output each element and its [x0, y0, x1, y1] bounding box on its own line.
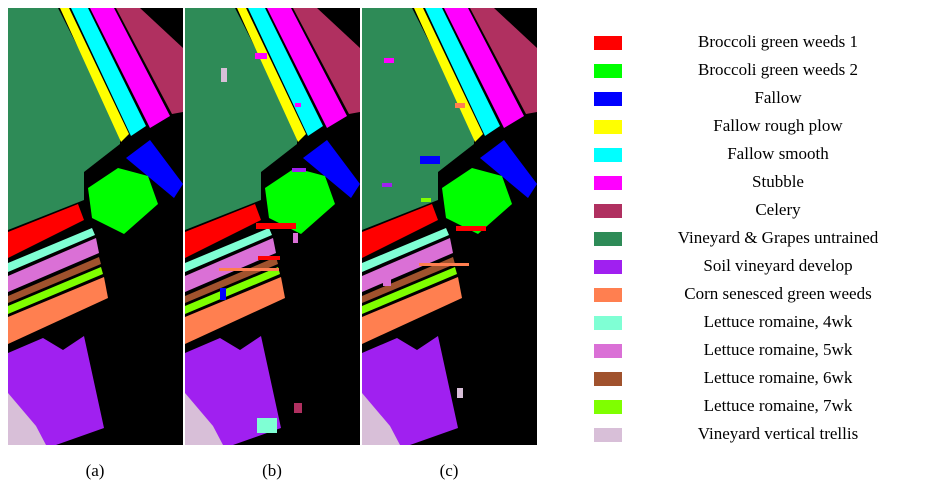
misclassified-pixels [420, 156, 440, 164]
misclassified-pixels [258, 256, 280, 260]
misclassified-pixels [383, 278, 391, 286]
panel-caption: (a) [86, 461, 105, 480]
legend-label: Lettuce romaine, 6wk [704, 368, 853, 387]
legend-swatch [594, 400, 622, 414]
legend-label: Celery [755, 200, 801, 219]
classification-map [362, 8, 537, 445]
legend-swatch [594, 288, 622, 302]
legend-swatch [594, 204, 622, 218]
legend-label: Stubble [752, 172, 804, 191]
misclassified-pixels [382, 183, 392, 187]
legend-swatch [594, 428, 622, 442]
legend-label: Corn senesced green weeds [684, 284, 871, 303]
legend-swatch [594, 232, 622, 246]
legend-swatch [594, 176, 622, 190]
misclassified-pixels [384, 58, 394, 63]
misclassified-pixels [419, 263, 469, 266]
misclassified-pixels [220, 288, 226, 300]
legend-label: Vineyard vertical trellis [698, 424, 858, 443]
misclassified-pixels [294, 403, 302, 413]
misclassified-pixels [219, 268, 279, 271]
misclassified-pixels [221, 68, 227, 82]
legend-label: Lettuce romaine, 7wk [704, 396, 853, 415]
panel-caption: (c) [440, 461, 459, 480]
legend-label: Broccoli green weeds 1 [698, 32, 858, 51]
classification-map [8, 8, 183, 445]
misclassified-pixels [218, 43, 226, 63]
legend-swatch [594, 36, 622, 50]
panel-caption: (b) [262, 461, 282, 480]
misclassified-pixels [457, 388, 463, 398]
legend-label: Soil vineyard develop [703, 256, 852, 275]
misclassified-pixels [295, 103, 301, 107]
misclassified-pixels [256, 223, 296, 229]
misclassified-pixels [455, 103, 465, 108]
legend-swatch [594, 92, 622, 106]
legend-label: Lettuce romaine, 4wk [704, 312, 853, 331]
misclassified-pixels [421, 198, 431, 202]
misclassified-pixels [292, 168, 306, 172]
misclassified-pixels [255, 53, 267, 59]
figure: (a) (b) (c) Broccoli green weeds 1 Broccoli … [0, 0, 934, 487]
legend-label: Fallow [754, 88, 802, 107]
misclassified-pixels [418, 43, 424, 57]
misclassified-pixels [456, 226, 486, 231]
legend-swatch [594, 64, 622, 78]
legend-label: Fallow rough plow [713, 116, 843, 135]
legend-label: Fallow smooth [727, 144, 829, 163]
legend-swatch [594, 120, 622, 134]
legend-swatch [594, 344, 622, 358]
misclassified-pixels [293, 233, 298, 243]
legend-label: Broccoli green weeds 2 [698, 60, 858, 79]
misclassified-pixels [257, 418, 277, 433]
legend-label: Vineyard & Grapes untrained [678, 228, 879, 247]
legend-swatch [594, 148, 622, 162]
classification-map [185, 8, 360, 445]
legend-swatch [594, 316, 622, 330]
legend-label: Lettuce romaine, 5wk [704, 340, 853, 359]
legend-swatch [594, 372, 622, 386]
legend-swatch [594, 260, 622, 274]
